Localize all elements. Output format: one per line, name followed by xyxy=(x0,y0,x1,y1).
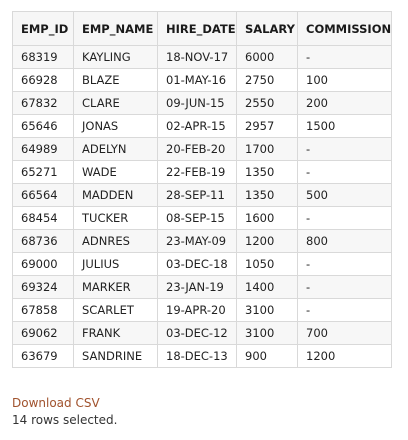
cell-commission: 100 xyxy=(296,68,393,92)
table-row: 68454 TUCKER 08-SEP-15 1600- xyxy=(12,206,393,230)
cell-emp-id: 68454 xyxy=(12,206,74,230)
cell-commission: - xyxy=(296,137,393,161)
cell-emp-id: 68319 xyxy=(12,45,74,69)
cell-emp-name: TUCKER xyxy=(73,206,158,230)
cell-salary: 1200 xyxy=(236,229,298,253)
table-row: 64989 ADELYN 20-FEB-20 1700- xyxy=(12,137,393,161)
cell-emp-name: FRANK xyxy=(73,321,158,345)
table-row: 69324 MARKER 23-JAN-19 1400- xyxy=(12,275,393,299)
cell-commission: - xyxy=(296,206,393,230)
cell-emp-id: 63679 xyxy=(12,344,74,368)
cell-commission: 1500 xyxy=(296,114,393,138)
cell-commission: 1200 xyxy=(296,344,393,368)
cell-hire-date: 22-FEB-19 xyxy=(157,160,237,184)
cell-hire-date: 08-SEP-15 xyxy=(157,206,237,230)
cell-hire-date: 02-APR-15 xyxy=(157,114,237,138)
cell-emp-id: 64989 xyxy=(12,137,74,161)
cell-salary: 1350 xyxy=(236,183,298,207)
column-header-emp-id: EMP_ID xyxy=(12,11,74,46)
cell-emp-id: 66564 xyxy=(12,183,74,207)
results-table: EMP_ID EMP_NAME HIRE_DATE SALARY COMMISS… xyxy=(12,11,393,368)
cell-emp-name: JULIUS xyxy=(73,252,158,276)
cell-salary: 1350 xyxy=(236,160,298,184)
table-header-row: EMP_ID EMP_NAME HIRE_DATE SALARY COMMISS… xyxy=(12,11,393,46)
cell-salary: 1050 xyxy=(236,252,298,276)
cell-commission: - xyxy=(296,160,393,184)
table-row: 69000 JULIUS 03-DEC-18 1050- xyxy=(12,252,393,276)
cell-salary: 6000 xyxy=(236,45,298,69)
cell-hire-date: 03-DEC-12 xyxy=(157,321,237,345)
table-body: 68319 KAYLING 18-NOV-17 6000-66928 BLAZE 01-M… xyxy=(12,45,393,368)
cell-emp-name: BLAZE xyxy=(73,68,158,92)
cell-emp-name: ADELYN xyxy=(73,137,158,161)
cell-emp-name: CLARE xyxy=(73,91,158,115)
cell-emp-name: KAYLING xyxy=(73,45,158,69)
cell-salary: 2550 xyxy=(236,91,298,115)
cell-emp-id: 69324 xyxy=(12,275,74,299)
cell-emp-id: 67832 xyxy=(12,91,74,115)
cell-commission: 500 xyxy=(296,183,393,207)
cell-hire-date: 09-JUN-15 xyxy=(157,91,237,115)
cell-emp-name: SCARLET xyxy=(73,298,158,322)
column-header-emp-name: EMP_NAME xyxy=(73,11,158,46)
cell-emp-name: MADDEN xyxy=(73,183,158,207)
cell-emp-id: 66928 xyxy=(12,68,74,92)
cell-emp-id: 67858 xyxy=(12,298,74,322)
cell-emp-id: 69062 xyxy=(12,321,74,345)
cell-hire-date: 03-DEC-18 xyxy=(157,252,237,276)
cell-commission: 200 xyxy=(296,91,393,115)
cell-hire-date: 23-MAY-09 xyxy=(157,229,237,253)
cell-hire-date: 18-DEC-13 xyxy=(157,344,237,368)
table-row: 65271 WADE 22-FEB-19 1350- xyxy=(12,160,393,184)
cell-commission: - xyxy=(296,45,393,69)
rows-selected-status: 14 rows selected. xyxy=(12,413,118,427)
cell-emp-id: 65271 xyxy=(12,160,74,184)
table-row: 67858 SCARLET 19-APR-20 3100- xyxy=(12,298,393,322)
cell-commission: 700 xyxy=(296,321,393,345)
cell-emp-name: WADE xyxy=(73,160,158,184)
cell-hire-date: 28-SEP-11 xyxy=(157,183,237,207)
cell-hire-date: 20-FEB-20 xyxy=(157,137,237,161)
cell-salary: 1400 xyxy=(236,275,298,299)
cell-hire-date: 01-MAY-16 xyxy=(157,68,237,92)
column-header-salary: SALARY xyxy=(236,11,298,46)
table-row: 67832 CLARE 09-JUN-15 2550 200 xyxy=(12,91,393,115)
cell-hire-date: 23-JAN-19 xyxy=(157,275,237,299)
table-row: 69062 FRANK 03-DEC-12 3100 700 xyxy=(12,321,393,345)
cell-emp-name: JONAS xyxy=(73,114,158,138)
cell-hire-date: 19-APR-20 xyxy=(157,298,237,322)
column-header-hire-date: HIRE_DATE xyxy=(157,11,237,46)
cell-salary: 2957 xyxy=(236,114,298,138)
download-csv-link[interactable]: Download CSV xyxy=(12,396,100,410)
cell-emp-name: ADNRES xyxy=(73,229,158,253)
table-row: 66564 MADDEN 28-SEP-11 1350 500 xyxy=(12,183,393,207)
cell-commission: - xyxy=(296,275,393,299)
cell-emp-id: 65646 xyxy=(12,114,74,138)
cell-commission: 800 xyxy=(296,229,393,253)
cell-emp-name: MARKER xyxy=(73,275,158,299)
column-header-commission: COMMISSION xyxy=(296,11,393,46)
cell-commission: - xyxy=(296,252,393,276)
table-row: 66928 BLAZE 01-MAY-16 2750 100 xyxy=(12,68,393,92)
cell-salary: 3100 xyxy=(236,321,298,345)
table-row: 68319 KAYLING 18-NOV-17 6000- xyxy=(12,45,393,69)
cell-emp-id: 68736 xyxy=(12,229,74,253)
table-row: 65646 JONAS 02-APR-15 2957 1500 xyxy=(12,114,393,138)
cell-hire-date: 18-NOV-17 xyxy=(157,45,237,69)
cell-commission: - xyxy=(296,298,393,322)
cell-salary: 3100 xyxy=(236,298,298,322)
cell-emp-id: 69000 xyxy=(12,252,74,276)
cell-salary: 1700 xyxy=(236,137,298,161)
cell-salary: 900 xyxy=(236,344,298,368)
cell-salary: 1600 xyxy=(236,206,298,230)
cell-salary: 2750 xyxy=(236,68,298,92)
table-row: 63679 SANDRINE 18-DEC-13 900 1200 xyxy=(12,344,393,368)
table-row: 68736 ADNRES 23-MAY-09 1200 800 xyxy=(12,229,393,253)
cell-emp-name: SANDRINE xyxy=(73,344,158,368)
